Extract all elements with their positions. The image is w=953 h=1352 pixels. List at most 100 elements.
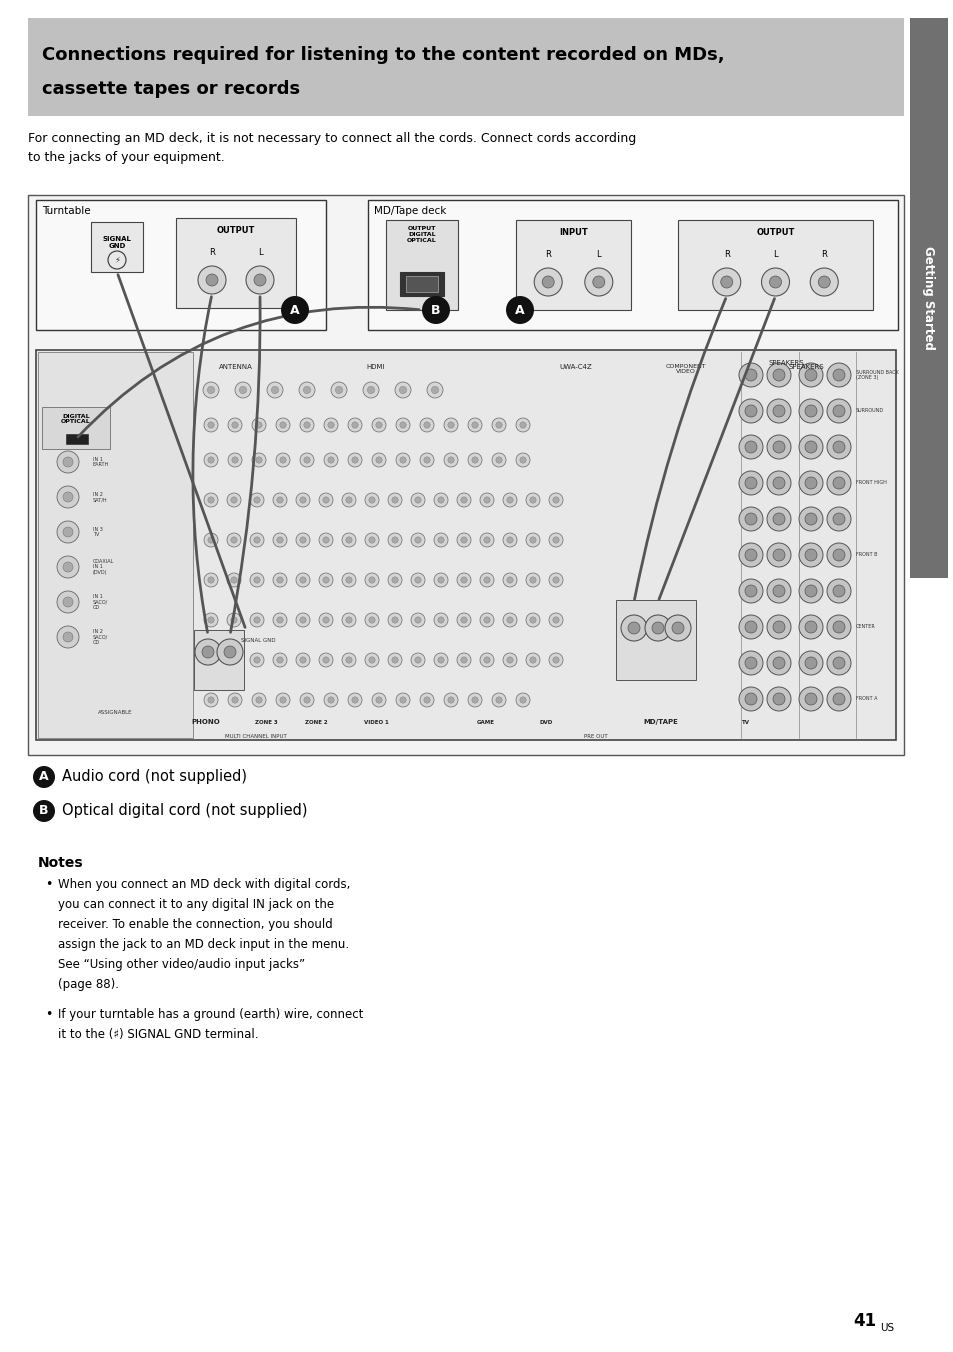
Circle shape: [392, 617, 397, 623]
Circle shape: [772, 477, 784, 489]
Circle shape: [832, 585, 844, 598]
Bar: [399, 272, 443, 296]
Circle shape: [739, 652, 762, 675]
Circle shape: [804, 585, 816, 598]
Text: you can connect it to any digital IN jack on the: you can connect it to any digital IN jac…: [58, 898, 334, 911]
Circle shape: [506, 577, 513, 583]
Circle shape: [224, 646, 235, 658]
Bar: [406, 276, 437, 292]
Bar: [91, 222, 143, 272]
Circle shape: [744, 585, 757, 598]
Text: FRONT A: FRONT A: [855, 696, 877, 702]
Circle shape: [744, 621, 757, 633]
Circle shape: [252, 418, 266, 433]
Circle shape: [372, 418, 386, 433]
Circle shape: [365, 533, 378, 548]
Text: cassette tapes or records: cassette tapes or records: [42, 80, 300, 97]
Circle shape: [468, 418, 481, 433]
Circle shape: [799, 507, 822, 531]
Circle shape: [506, 496, 513, 503]
Text: Notes: Notes: [38, 856, 84, 869]
Circle shape: [804, 621, 816, 633]
Circle shape: [255, 696, 262, 703]
Circle shape: [231, 657, 237, 662]
Circle shape: [231, 617, 237, 623]
Circle shape: [388, 573, 401, 587]
Circle shape: [227, 653, 241, 667]
Circle shape: [253, 657, 260, 662]
Text: CENTER: CENTER: [855, 625, 875, 630]
Text: DIGITAL
OPTICAL: DIGITAL OPTICAL: [61, 414, 91, 425]
Circle shape: [460, 657, 467, 662]
Circle shape: [553, 657, 558, 662]
Circle shape: [276, 657, 283, 662]
Circle shape: [295, 653, 310, 667]
Circle shape: [651, 622, 663, 634]
Circle shape: [772, 441, 784, 453]
Circle shape: [423, 422, 430, 429]
Circle shape: [434, 653, 448, 667]
Circle shape: [57, 591, 79, 612]
Bar: [909, 18, 947, 579]
Text: OUTPUT
DIGITAL
OPTICAL: OUTPUT DIGITAL OPTICAL: [407, 226, 436, 242]
Circle shape: [304, 457, 310, 464]
Circle shape: [766, 687, 790, 711]
Circle shape: [772, 369, 784, 381]
Circle shape: [760, 268, 789, 296]
Circle shape: [255, 422, 262, 429]
Circle shape: [234, 383, 251, 397]
Text: ⚡: ⚡: [114, 256, 120, 265]
Circle shape: [304, 422, 310, 429]
Circle shape: [57, 556, 79, 579]
Circle shape: [437, 617, 444, 623]
Circle shape: [295, 573, 310, 587]
Circle shape: [399, 696, 406, 703]
Circle shape: [548, 612, 562, 627]
Circle shape: [346, 617, 352, 623]
Circle shape: [799, 615, 822, 639]
Circle shape: [804, 512, 816, 525]
Text: Connections required for listening to the content recorded on MDs,: Connections required for listening to th…: [42, 46, 724, 64]
Circle shape: [204, 533, 218, 548]
Circle shape: [456, 533, 471, 548]
Circle shape: [529, 657, 536, 662]
Text: Audio cord (not supplied): Audio cord (not supplied): [62, 769, 247, 784]
Circle shape: [804, 477, 816, 489]
Circle shape: [208, 696, 213, 703]
Circle shape: [208, 496, 213, 503]
Circle shape: [772, 549, 784, 561]
Text: OUTPUT: OUTPUT: [756, 228, 794, 237]
Bar: [386, 220, 457, 310]
Circle shape: [772, 406, 784, 416]
Circle shape: [299, 453, 314, 466]
Circle shape: [367, 387, 375, 393]
Text: (page 88).: (page 88).: [58, 977, 119, 991]
Text: receiver. To enable the connection, you should: receiver. To enable the connection, you …: [58, 918, 333, 932]
Text: UWA-C4Z: UWA-C4Z: [559, 364, 592, 370]
Circle shape: [456, 493, 471, 507]
Circle shape: [352, 696, 357, 703]
Circle shape: [395, 694, 410, 707]
Circle shape: [804, 406, 816, 416]
Circle shape: [505, 296, 534, 324]
Circle shape: [208, 457, 213, 464]
Circle shape: [772, 657, 784, 669]
Circle shape: [399, 387, 406, 393]
Circle shape: [232, 696, 238, 703]
Circle shape: [766, 507, 790, 531]
Circle shape: [369, 617, 375, 623]
Circle shape: [267, 383, 283, 397]
Circle shape: [468, 694, 481, 707]
Circle shape: [525, 573, 539, 587]
Circle shape: [744, 549, 757, 561]
Bar: [175, 218, 295, 308]
Circle shape: [328, 457, 334, 464]
Circle shape: [799, 579, 822, 603]
Circle shape: [525, 653, 539, 667]
Circle shape: [273, 612, 287, 627]
Circle shape: [365, 573, 378, 587]
Circle shape: [341, 573, 355, 587]
Circle shape: [832, 406, 844, 416]
Circle shape: [739, 687, 762, 711]
Circle shape: [202, 646, 213, 658]
